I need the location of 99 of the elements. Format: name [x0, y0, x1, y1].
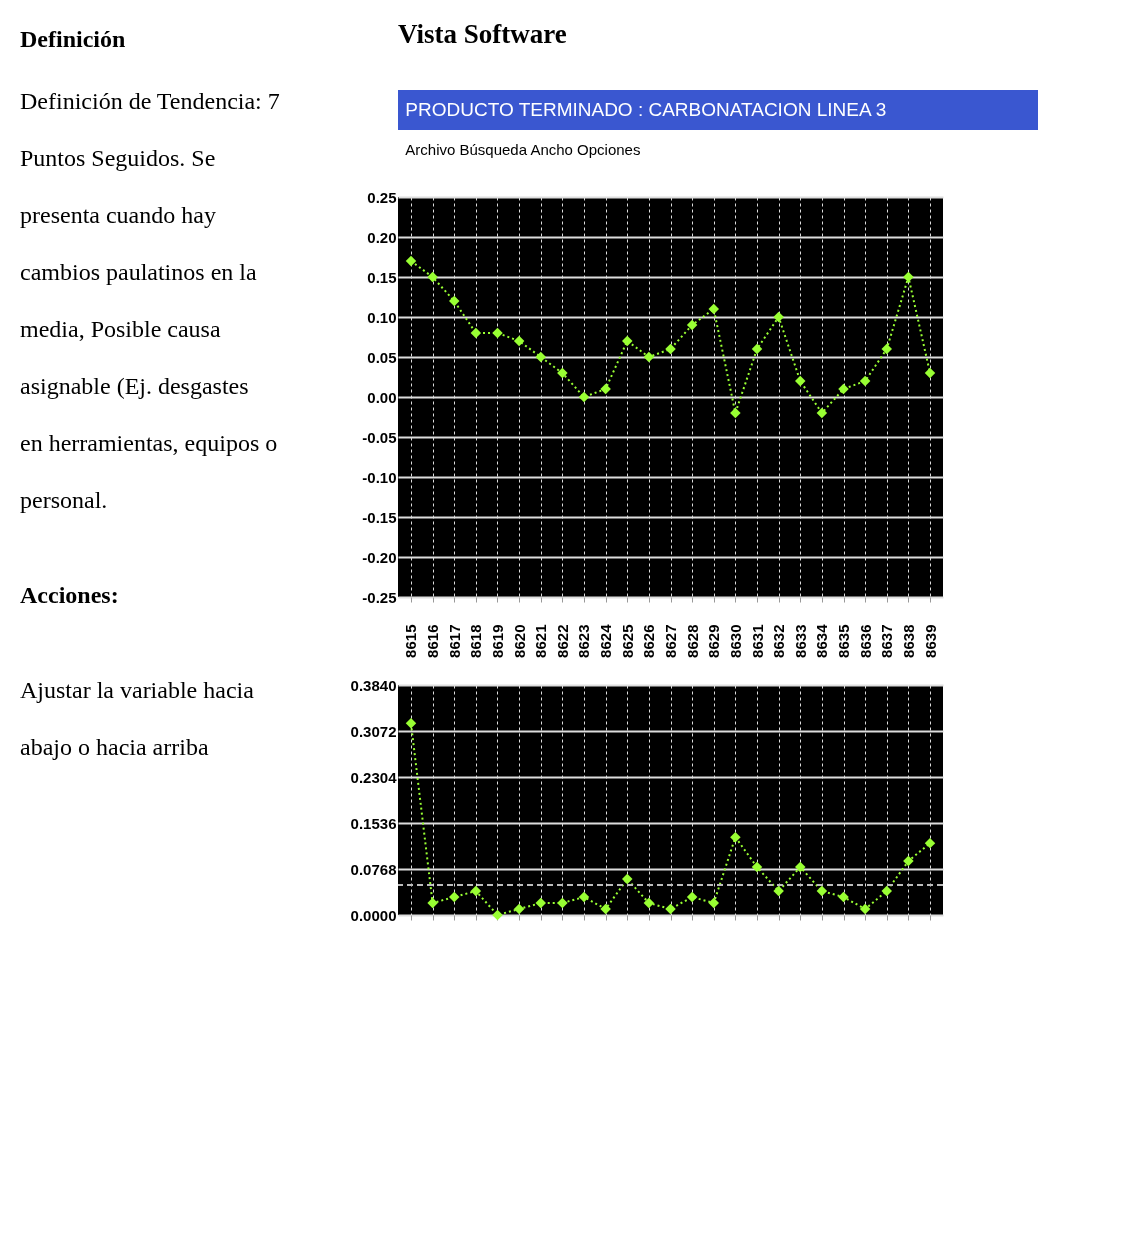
text: Acciones:: [20, 582, 119, 608]
point: [708, 303, 719, 315]
point: [448, 295, 460, 307]
x-tick-label: 8631: [748, 624, 766, 658]
point: [600, 383, 611, 395]
point: [816, 407, 828, 419]
x-tick-label: 8625: [618, 624, 636, 658]
x-tick-label: 8638: [899, 624, 917, 658]
x-tick-label: 8628: [683, 624, 701, 658]
point: [492, 909, 503, 921]
y-tick-label: 0.15: [367, 268, 397, 286]
point: [643, 351, 655, 363]
point: [427, 271, 438, 283]
y-tick-label: 0.05: [367, 348, 397, 366]
point: [513, 903, 525, 915]
point: [665, 343, 676, 355]
x-tick-label: 8629: [705, 624, 723, 658]
x-tick-label: 8621: [532, 624, 550, 658]
x-tick-label: 8635: [835, 624, 853, 658]
point: [578, 891, 590, 903]
y-tick-label: 0.00: [367, 388, 397, 406]
x-tick-label: 8636: [856, 624, 874, 658]
y-tick-label: 0.25: [367, 188, 397, 206]
point: [513, 335, 525, 347]
x-tick-label: 8616: [424, 624, 442, 658]
point: [859, 375, 871, 387]
y-tick-label: 0.3840: [350, 676, 397, 694]
x-tick-label: 8619: [488, 624, 506, 658]
point: [708, 897, 719, 909]
y-tick-label: 0.3072: [350, 722, 397, 740]
point: [838, 891, 849, 903]
point: [924, 367, 936, 379]
y-tick-label: -0.25: [362, 588, 397, 606]
point: [622, 873, 633, 885]
text: Definición: [20, 26, 126, 52]
text: Ajustar la variable hacia abajo o hacia arriba: [20, 677, 254, 760]
y-tick-label: 0.1536: [350, 814, 397, 832]
x-tick-label: 8622: [553, 624, 571, 658]
point: [773, 885, 784, 897]
point: [924, 837, 936, 849]
point: [838, 383, 849, 395]
point: [859, 903, 871, 915]
point: [730, 407, 741, 419]
point: [557, 367, 568, 379]
point: [751, 343, 763, 355]
point: [405, 718, 417, 729]
chart-title: Vista Software: [398, 19, 567, 49]
x-tick-label: 8626: [640, 624, 658, 658]
point: [448, 891, 460, 903]
point: [557, 897, 568, 909]
point: [881, 343, 893, 355]
point: [578, 391, 590, 403]
x-tick-label: 8615: [402, 624, 420, 658]
y-tick-label: -0.20: [362, 548, 397, 566]
point: [405, 255, 417, 267]
y-tick-label: 0.0000: [350, 906, 397, 924]
point: [535, 897, 546, 909]
point: [903, 271, 914, 283]
x-tick-label: 8617: [445, 624, 463, 658]
y-tick-label: 0.2304: [350, 768, 398, 786]
x-tick-label: 8634: [813, 623, 831, 658]
point: [686, 319, 698, 331]
text: Archivo Búsqueda Ancho Opciones: [405, 141, 641, 158]
point: [600, 903, 611, 915]
y-tick-label: -0.15: [362, 508, 397, 526]
point: [903, 855, 914, 867]
x-tick-label: 8637: [878, 624, 896, 658]
chart-subtitle: PRODUCTO TERMINADO : CARBONATACION LINEA 3: [405, 99, 887, 120]
x-tick-label: 8624: [597, 623, 615, 658]
y-tick-label: 0.0768: [350, 860, 397, 878]
point: [730, 831, 741, 843]
point: [665, 903, 676, 915]
y-tick-label: -0.05: [362, 428, 397, 446]
point: [773, 311, 784, 323]
point: [427, 897, 438, 909]
x-tick-label: 8633: [791, 624, 809, 658]
text: Definición de Tendencia: 7 Puntos Seguidos. Se presenta cuando hay cambios paulatinos en la media, Posible causa asignable (Ej. desgastes en herramientas, equipos o personal.: [20, 88, 280, 513]
point: [622, 335, 633, 347]
point: [881, 885, 893, 897]
y-tick-label: 0.10: [367, 308, 397, 326]
x-tick-label: 8632: [770, 624, 788, 658]
point: [492, 327, 503, 339]
point: [795, 375, 806, 387]
y-tick-label: 0.20: [367, 228, 397, 246]
point: [470, 885, 482, 897]
point: [643, 897, 655, 909]
point: [816, 885, 828, 897]
x-tick-label: 8618: [467, 624, 485, 658]
point: [686, 891, 698, 903]
y-tick-label: -0.10: [362, 468, 397, 486]
x-tick-label: 8639: [921, 624, 939, 658]
x-tick-label: 8627: [662, 624, 679, 658]
point: [751, 861, 763, 873]
point: [795, 861, 806, 873]
x-tick-label: 8630: [726, 624, 744, 658]
x-tick-label: 8620: [510, 624, 528, 658]
point: [535, 351, 546, 363]
point: [470, 327, 482, 339]
x-tick-label: 8623: [575, 624, 593, 658]
